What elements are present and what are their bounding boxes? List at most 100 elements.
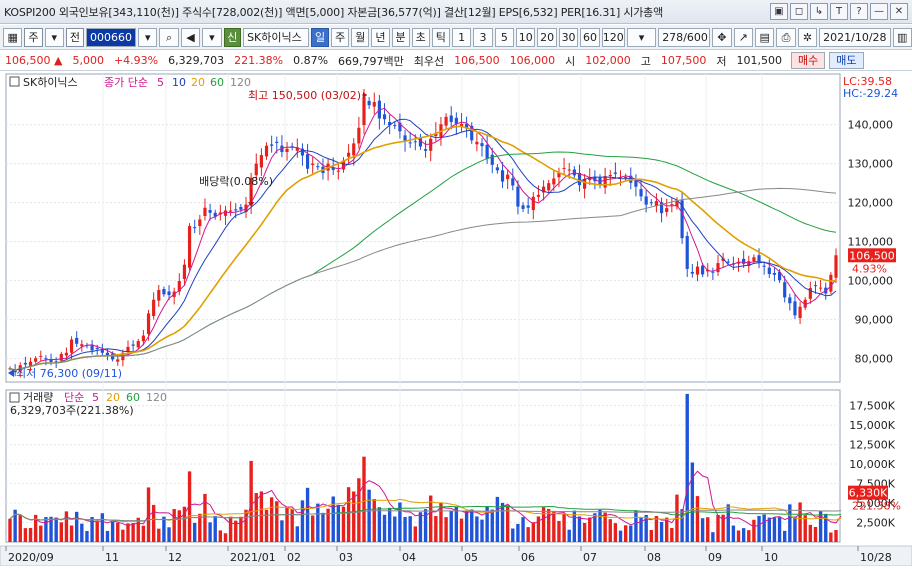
interval-10-button[interactable]: 10 bbox=[516, 27, 536, 47]
volume-bar bbox=[680, 509, 684, 542]
speaker-icon[interactable]: ◀ bbox=[180, 27, 201, 47]
prev-button[interactable]: 전 bbox=[65, 27, 85, 47]
interval-3-button[interactable]: 3 bbox=[473, 27, 493, 47]
pin-icon[interactable]: ↳ bbox=[810, 3, 828, 20]
volume-bar bbox=[162, 516, 166, 542]
zoom-icon[interactable]: ✥ bbox=[712, 27, 732, 47]
period-second-button[interactable]: 초 bbox=[411, 27, 430, 47]
candle-body bbox=[721, 258, 725, 262]
print-icon[interactable]: ⎙ bbox=[776, 27, 796, 47]
sell-button[interactable]: 매도 bbox=[829, 52, 864, 69]
candle-body bbox=[429, 138, 433, 151]
link-icon[interactable]: ▣ bbox=[770, 3, 788, 20]
candle-body bbox=[752, 257, 756, 262]
candle-body bbox=[480, 143, 484, 147]
volume-ma-120-line bbox=[9, 509, 842, 522]
period-minute-button[interactable]: 분 bbox=[391, 27, 410, 47]
stock-code-input[interactable]: 000660 bbox=[86, 27, 137, 47]
close-icon[interactable]: ✕ bbox=[890, 3, 908, 20]
settings-icon[interactable]: ✲ bbox=[797, 27, 818, 47]
volume-bar bbox=[547, 508, 551, 542]
volume-bar bbox=[634, 510, 638, 542]
candle-body bbox=[152, 299, 156, 317]
period-year-button[interactable]: 년 bbox=[371, 27, 390, 47]
volume-bar bbox=[562, 513, 566, 542]
interval-120-button[interactable]: 120 bbox=[601, 27, 625, 47]
help-icon[interactable]: ? bbox=[850, 3, 868, 20]
buy-button[interactable]: 매수 bbox=[791, 52, 826, 69]
volume-bar bbox=[54, 517, 58, 542]
volume-legend-ma-120: 120 bbox=[146, 391, 167, 404]
candle-body bbox=[500, 170, 505, 182]
candle-body bbox=[680, 200, 684, 239]
window-buttons: ▣ ◻ ↳ T ? — ✕ bbox=[770, 3, 908, 20]
volume-panel-frame bbox=[5, 389, 841, 543]
candle-body bbox=[90, 345, 94, 351]
period-month-button[interactable]: 월 bbox=[351, 27, 370, 47]
volume-bar bbox=[772, 517, 777, 542]
candle-body bbox=[264, 145, 269, 157]
volume-bar bbox=[762, 514, 766, 542]
candle-body bbox=[270, 144, 274, 146]
price-legend-ma-60: 60 bbox=[210, 76, 224, 89]
candle-body bbox=[475, 141, 479, 145]
sin-badge[interactable]: 신 bbox=[223, 27, 242, 47]
candle-body bbox=[295, 147, 299, 151]
chevron-down-icon[interactable]: ▾ bbox=[44, 27, 64, 47]
volume-legend-ma-20: 20 bbox=[106, 391, 120, 404]
interval-1-button[interactable]: 1 bbox=[451, 27, 472, 47]
candle-body bbox=[398, 122, 402, 132]
bar-count-value: 278 bbox=[662, 30, 684, 44]
interval-dropdown[interactable]: ▾ bbox=[626, 27, 657, 47]
interval-30-button[interactable]: 30 bbox=[558, 27, 579, 47]
code-dropdown-icon[interactable]: ▾ bbox=[138, 27, 158, 47]
save-icon[interactable]: ▤ bbox=[754, 27, 775, 47]
stock-name-field[interactable]: SK하이닉스 bbox=[243, 27, 310, 47]
interval-20-button[interactable]: 20 bbox=[537, 27, 557, 47]
volume-bar bbox=[670, 527, 674, 542]
volume-bar bbox=[213, 516, 217, 542]
candle-body bbox=[567, 169, 571, 171]
volume-bar bbox=[824, 513, 828, 542]
candle-body bbox=[305, 154, 310, 169]
minimize-icon[interactable]: — bbox=[870, 3, 888, 20]
volume-bar bbox=[516, 523, 520, 542]
candle-body bbox=[69, 339, 74, 353]
price-ma-20-line bbox=[9, 125, 837, 372]
period-week-button[interactable]: 주 bbox=[331, 27, 350, 47]
volume-tick-label: 5,000K bbox=[856, 497, 895, 510]
price-legend-ma-120: 120 bbox=[230, 76, 251, 89]
interval-60-button[interactable]: 60 bbox=[580, 27, 600, 47]
calendar-icon[interactable]: ▥ bbox=[892, 27, 912, 47]
x-tick-label: 12 bbox=[168, 551, 182, 564]
volume-value: 6,329,703주(221.38%) bbox=[10, 404, 134, 417]
period-day-button[interactable]: 일 bbox=[311, 27, 330, 47]
date-input[interactable]: 2021/10/28 bbox=[819, 27, 891, 47]
volume-bar bbox=[408, 516, 412, 542]
volume-bar bbox=[706, 517, 710, 542]
bar-count-input[interactable]: 278/600 bbox=[658, 27, 711, 47]
search-icon[interactable]: ⌕ bbox=[159, 27, 179, 47]
interval-5-button[interactable]: 5 bbox=[494, 27, 515, 47]
x-tick-label: 10 bbox=[764, 551, 778, 564]
candle-body bbox=[403, 135, 407, 142]
volume-tick-label: 10,000K bbox=[849, 458, 895, 471]
chart-area[interactable]: 140,000 130,000 120,000 110,000 100,000 90,00… bbox=[0, 72, 912, 567]
candle-body bbox=[367, 100, 371, 106]
pin-dropdown-icon[interactable]: ▾ bbox=[202, 27, 222, 47]
stock-chart[interactable]: 140,000 130,000 120,000 110,000 100,000 90,00… bbox=[0, 72, 912, 567]
restore-icon[interactable]: ◻ bbox=[790, 3, 808, 20]
market-select[interactable]: 주 bbox=[24, 27, 43, 47]
low-annotation: 최저 76,300 (09/11) bbox=[16, 367, 122, 380]
volume-bar bbox=[439, 502, 443, 542]
candle-body bbox=[408, 142, 412, 144]
grid-icon[interactable]: ▦ bbox=[3, 27, 23, 47]
hc-label: HC:-29.24 bbox=[843, 87, 898, 100]
period-tick-button[interactable]: 틱 bbox=[431, 27, 450, 47]
draw-icon[interactable]: ↗ bbox=[733, 27, 753, 47]
volume-bar bbox=[18, 515, 22, 542]
font-icon[interactable]: T bbox=[830, 3, 848, 20]
bar-total-value: /600 bbox=[683, 30, 708, 44]
volume-bar bbox=[552, 511, 556, 542]
volume-bar bbox=[593, 513, 597, 542]
